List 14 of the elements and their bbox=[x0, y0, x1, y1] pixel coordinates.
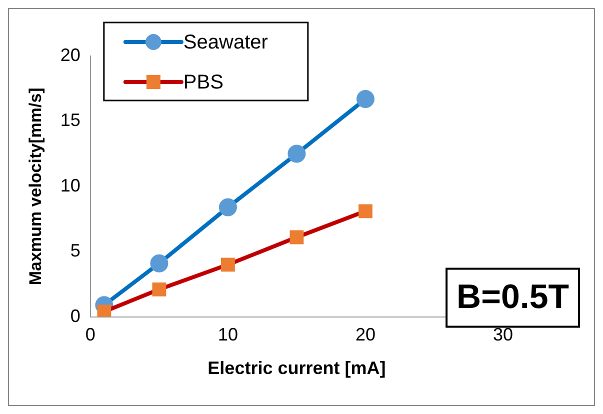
x-tick-label: 30 bbox=[492, 324, 514, 345]
y-tick-label: 5 bbox=[70, 240, 80, 261]
legend-label: PBS bbox=[183, 72, 224, 94]
annotation: B=0.5T bbox=[456, 278, 570, 316]
y-axis-title: Maxmum velocity[mm/s] bbox=[26, 88, 45, 286]
y-tick-label: 15 bbox=[60, 110, 80, 130]
y-tick-label: 0 bbox=[70, 306, 80, 326]
x-axis-title: Electric current [mA] bbox=[208, 358, 386, 378]
x-tick-label: 20 bbox=[355, 324, 376, 345]
y-tick-label: 20 bbox=[60, 44, 80, 65]
legend-label: Seawater bbox=[183, 32, 268, 54]
x-tick-label: 10 bbox=[218, 324, 238, 345]
x-tick-label: 0 bbox=[85, 324, 96, 345]
y-tick-label: 10 bbox=[60, 175, 80, 196]
